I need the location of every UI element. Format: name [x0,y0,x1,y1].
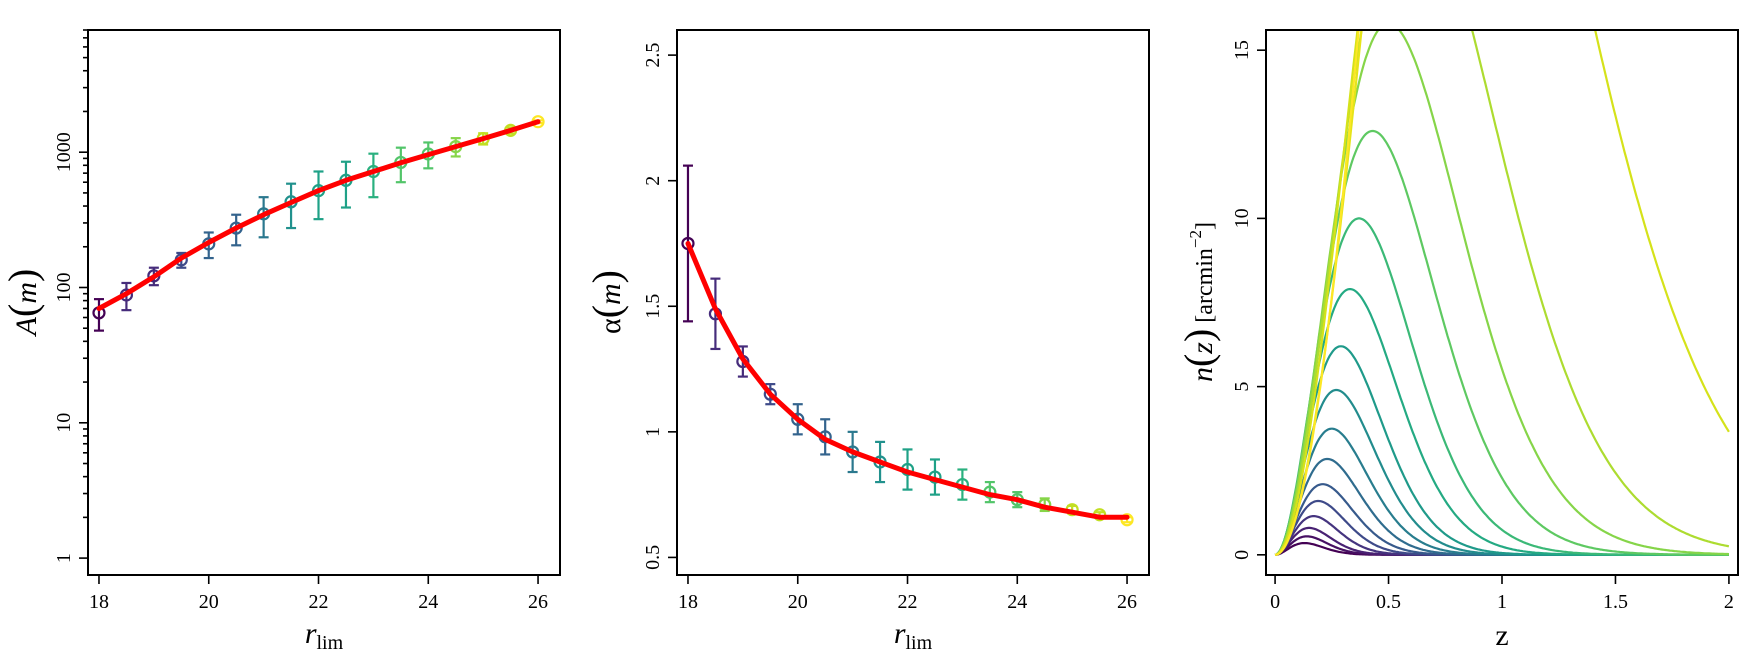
y-tick-label: 100 [53,272,75,302]
x-tick-label: 2 [1724,591,1734,613]
y-tick-label: 10 [1231,208,1253,228]
x-tick-label: 1.5 [1603,591,1628,613]
y-tick-label: 1 [53,553,75,563]
curve-group [1274,30,1730,556]
nz-curve [1274,30,1730,556]
nz-curve [1274,457,1729,556]
axis-ticks [79,29,539,584]
nz-curve [1274,217,1729,556]
data-point [763,387,777,401]
nz-curve [1274,288,1729,556]
error-bar [340,160,351,209]
plot-data [1274,30,1730,556]
x-tick-labels: 18 20 22 24 26 [678,591,1137,613]
nz-curve [1274,30,1360,556]
x-tick-label: 20 [788,591,808,613]
axis-ticks [1257,49,1730,584]
nz-curve [1274,30,1363,556]
x-tick-label: 22 [309,591,329,613]
y-tick-label: 5 [1231,382,1253,392]
y-tick-label: 0.5 [642,545,664,570]
y-tick-labels: 0 5 10 15 [1231,40,1253,560]
fit-line [96,119,541,311]
nz-curve [1274,30,1730,556]
x-tick-label: 0.5 [1376,591,1401,613]
axis-ticks [668,54,1128,584]
x-tick-labels: 18 20 22 24 26 [89,591,548,613]
x-tick-label: 20 [199,591,219,613]
x-axis-label: rlim [894,617,933,654]
y-tick-label: 2 [642,176,664,186]
x-tick-label: 1 [1497,591,1507,613]
x-tick-label: 26 [1117,591,1137,613]
panel-redshift-distribution: 0 0.5 1 1.5 2 0 5 10 15 z n(z)[arcmin−2] [1176,29,1739,652]
nz-curve [1274,345,1729,556]
x-axis-label: rlim [305,617,344,654]
plot-data [92,115,545,332]
nz-curve [1274,129,1729,556]
y-tick-label: 1.5 [642,294,664,319]
x-tick-label: 24 [1007,591,1027,613]
x-tick-label: 18 [89,591,109,613]
y-axis-label: α(m) [584,270,629,334]
y-axis-label: A(m) [0,269,45,338]
y-axis-label: n(z)[arcmin−2] [1176,222,1221,382]
y-tick-label: 0 [1231,550,1253,560]
y-tick-label: 15 [1231,40,1253,60]
y-tick-label: 10 [53,413,75,433]
y-tick-labels: 0.5 1 1.5 2 2.5 [642,43,664,570]
error-bar [286,182,297,230]
y-tick-label: 2.5 [642,43,664,68]
y-tick-label: 1 [642,427,664,437]
x-tick-label: 24 [418,591,438,613]
x-tick-label: 26 [528,591,548,613]
nz-curve [1274,30,1729,556]
error-bar [368,152,379,199]
y-tick-label: 1000 [53,132,75,172]
error-bar [93,298,104,332]
panel-frame [87,29,561,576]
fit-line [685,241,1130,520]
data-point [1120,513,1134,527]
panel-frame [676,29,1150,576]
error-bar [121,281,132,312]
panel-amplitude: 18 20 22 24 26 1 10 100 1000 rlim A(m) [0,29,561,654]
x-tick-labels: 0 0.5 1 1.5 2 [1270,591,1734,613]
panel-slope: 18 20 22 24 26 0.5 1 1.5 2 2.5 rlim α(m) [584,29,1150,654]
x-axis-label: z [1495,619,1508,652]
x-tick-label: 0 [1270,591,1280,613]
y-tick-labels: 1 10 100 1000 [53,132,75,563]
plot-data [681,164,1134,527]
data-point [791,412,805,426]
x-tick-label: 18 [678,591,698,613]
x-tick-label: 22 [898,591,918,613]
